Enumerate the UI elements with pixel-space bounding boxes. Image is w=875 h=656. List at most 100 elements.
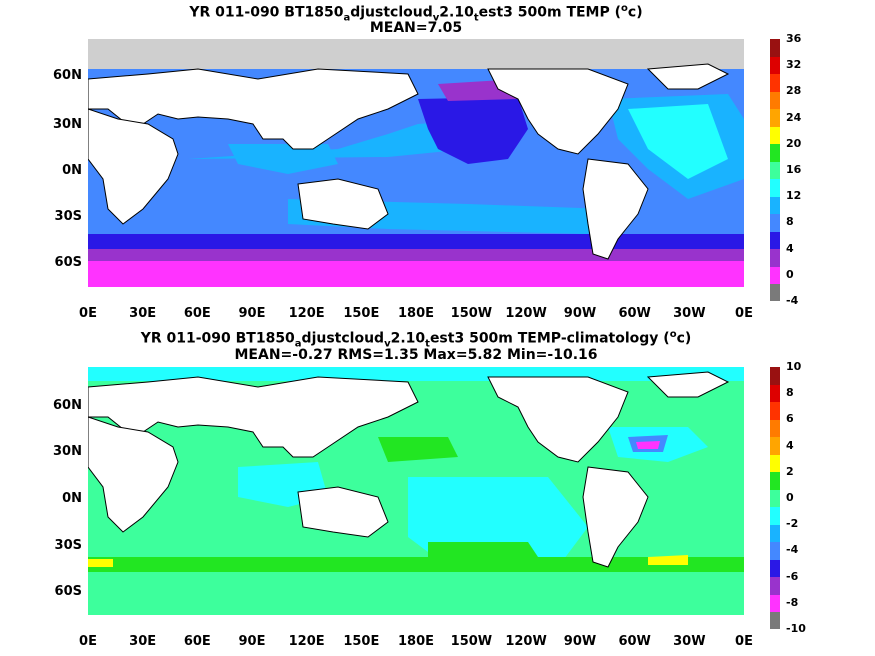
- bottom-colorbar-segment: [770, 384, 780, 403]
- top-colorbar-segment: [770, 283, 780, 302]
- bottom-xtick: 30W: [673, 634, 706, 649]
- bottom-land: [88, 371, 730, 568]
- bottom-colorbar-label: -8: [786, 595, 799, 609]
- top-xtick: 120E: [288, 306, 325, 321]
- bottom-colorbar: [770, 367, 780, 630]
- bottom-colorbar-segment: [770, 367, 780, 385]
- top-npac-cool: [418, 97, 528, 164]
- bottom-antarctica: [88, 615, 744, 629]
- bottom-south-warm: [428, 542, 538, 559]
- top-xtick: 0E: [735, 306, 753, 321]
- top-colorbar-label: 24: [786, 110, 802, 124]
- bottom-colorbar-segment: [770, 541, 780, 560]
- top-colorbar-label: 16: [786, 163, 802, 176]
- top-so-band2: [88, 249, 744, 261]
- top-colorbar-segment: [770, 39, 780, 57]
- bottom-colorbar-segment: [770, 454, 780, 473]
- top-colorbar-segment: [770, 143, 780, 162]
- top-colorbar-label: 12: [786, 189, 802, 203]
- bottom-so-max: [648, 555, 688, 565]
- bottom-colorbar-label: 10: [786, 360, 802, 373]
- top-colorbar-segment: [770, 231, 780, 250]
- top-ytick: 0N: [62, 163, 82, 178]
- top-colorbar-segment: [770, 248, 780, 267]
- bottom-map-stats: MEAN=-0.27 RMS=1.35 Max=5.82 Min=-10.16: [234, 347, 598, 363]
- top-ytick: 30N: [53, 117, 82, 132]
- bottom-xtick: 150W: [450, 634, 493, 649]
- bottom-ytick: 60N: [53, 398, 82, 413]
- bottom-colorbar-segment: [770, 471, 780, 490]
- top-colorbar-label: 32: [786, 58, 802, 72]
- bottom-colorbar-label: -6: [786, 569, 799, 583]
- bottom-colorbar-segment: [770, 576, 780, 595]
- bottom-colorbar-segment: [770, 489, 780, 508]
- bottom-xtick: 90W: [563, 634, 597, 649]
- bottom-kuroshio-warm: [378, 437, 458, 462]
- top-colorbar-label: 4: [786, 241, 794, 255]
- top-xtick: 60E: [183, 306, 211, 321]
- bottom-colorbar-segment: [770, 436, 780, 455]
- top-xtick: 0E: [79, 306, 97, 321]
- bottom-colorbar-label: 2: [786, 464, 794, 478]
- top-natl-warmest: [628, 104, 728, 179]
- bottom-map-plot: [88, 367, 744, 629]
- bottom-xtick: 0E: [79, 634, 97, 649]
- top-indian-warm: [228, 144, 338, 174]
- top-ytick: 30S: [54, 209, 82, 224]
- bottom-colorbar-label: 0: [786, 491, 794, 504]
- bottom-colorbar-segment: [770, 559, 780, 578]
- bottom-colorbar-segment: [770, 524, 780, 543]
- bottom-ytick: 0N: [62, 491, 82, 506]
- top-ytick: 60N: [53, 68, 82, 83]
- bottom-xtick: 120W: [505, 634, 547, 649]
- bottom-xtick: 60W: [618, 634, 651, 649]
- bottom-xtick: 150E: [343, 634, 380, 649]
- bottom-colorbar-segment: [770, 611, 780, 630]
- bottom-colorbar-segment: [770, 594, 780, 613]
- bottom-xtick: 90E: [238, 634, 266, 649]
- top-colorbar-segment: [770, 161, 780, 180]
- top-colorbar-segment: [770, 108, 780, 127]
- top-colorbar-label: 28: [786, 84, 802, 98]
- top-colorbar-label: -4: [786, 294, 799, 307]
- bottom-gulfstream-min: [636, 441, 660, 449]
- bottom-colorbar-label: 6: [786, 412, 794, 426]
- bottom-colorbar-segment: [770, 401, 780, 420]
- top-colorbar-segment: [770, 178, 780, 197]
- bottom-africa: [88, 416, 179, 533]
- top-xtick: 30E: [129, 306, 157, 321]
- top-map-plot: [88, 39, 744, 301]
- bottom-xtick: 30E: [129, 634, 157, 649]
- top-colorbar-segment: [770, 196, 780, 215]
- top-greenland: [646, 63, 730, 90]
- bottom-so-warm: [88, 557, 744, 572]
- top-colorbar-segment: [770, 266, 780, 285]
- top-colorbar-label: 0: [786, 267, 794, 281]
- top-xtick: 150E: [343, 306, 380, 321]
- top-colorbar-label: 36: [786, 32, 802, 45]
- bottom-greenland: [646, 371, 730, 398]
- bottom-xtick: 120E: [288, 634, 325, 649]
- top-samerica: [582, 158, 649, 260]
- bottom-colorbar-segment: [770, 506, 780, 525]
- bottom-colorbar-label: 4: [786, 438, 794, 452]
- top-colorbar: [770, 39, 780, 302]
- top-map-mean: MEAN=7.05: [369, 20, 463, 36]
- bottom-colorbar-label: -2: [786, 517, 799, 531]
- bottom-xtick: 0E: [735, 634, 753, 649]
- bottom-namerica: [487, 376, 629, 463]
- bottom-colorbar-label: -4: [786, 543, 799, 557]
- bottom-ytick: 30N: [53, 444, 82, 459]
- top-antarctica: [88, 287, 744, 301]
- bottom-colorbar-segment: [770, 419, 780, 438]
- top-xtick: 90E: [238, 306, 266, 321]
- bottom-samerica: [582, 466, 649, 568]
- bottom-ytick: 30S: [54, 538, 82, 553]
- top-xtick: 150W: [450, 306, 493, 321]
- top-xtick: 30W: [673, 306, 706, 321]
- top-colorbar-segment: [770, 91, 780, 110]
- top-australia: [297, 178, 389, 230]
- top-colorbar-segment: [770, 56, 780, 75]
- bottom-xtick: 60E: [183, 634, 211, 649]
- top-xtick: 60W: [618, 306, 651, 321]
